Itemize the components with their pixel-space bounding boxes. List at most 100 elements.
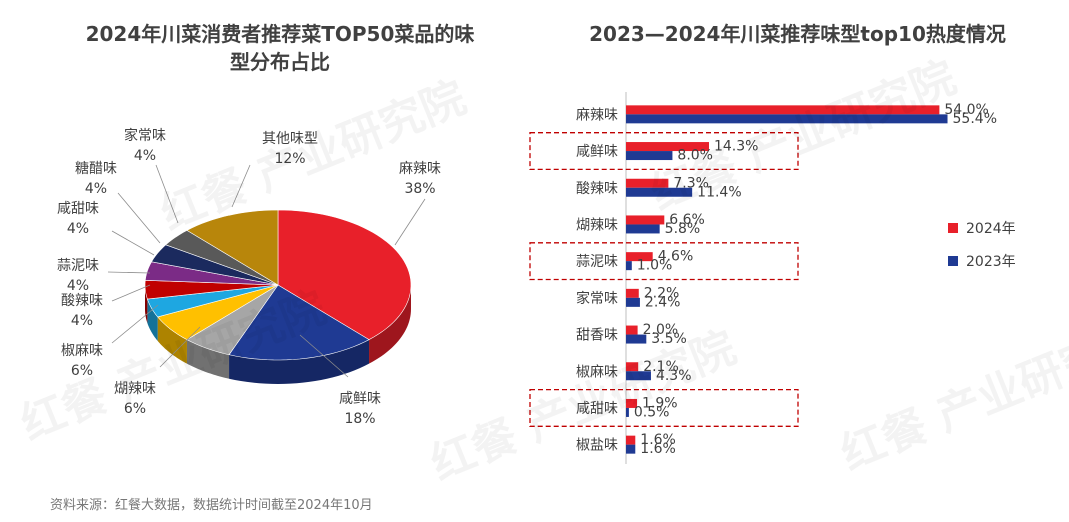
bar-chart: 麻辣味 54.0%55.4% 咸鲜味 14.3%8.0% 酸辣味 7.3%11.4% 煳辣味… (529, 92, 1016, 464)
bar-value-label: 7.3% (673, 175, 709, 191)
pie-label-4: 酸辣味 (61, 293, 103, 309)
bar-2024 (626, 252, 653, 262)
bar-2023 (626, 444, 636, 454)
bar-2023 (626, 334, 647, 344)
pie-value-label-2: 6% (124, 401, 146, 417)
category-label: 麻辣味 (576, 107, 618, 123)
bar-2024 (626, 398, 638, 408)
bar-value-label: 55.4% (953, 111, 997, 127)
bar-2023 (626, 371, 651, 381)
legend-label: 2024年 (966, 221, 1016, 237)
pie-leader-line-0 (394, 198, 426, 246)
bar-2024 (626, 215, 665, 225)
bar-value-label: 2.1% (643, 359, 679, 375)
bar-value-label: 4.3% (656, 368, 692, 384)
pie-slice-7 (151, 244, 279, 286)
pie-label-3: 椒麻味 (61, 343, 103, 359)
pie-label-2: 煳辣味 (114, 381, 156, 397)
pie-value-label-8: 4% (134, 148, 156, 164)
bar-value-label: 14.3% (714, 139, 758, 155)
pie-leader-line-4 (111, 284, 151, 302)
bar-2024 (626, 325, 638, 335)
category-label: 甜香味 (576, 328, 618, 344)
pie-slice-4 (146, 284, 279, 318)
pie-slice-0 (277, 209, 412, 341)
pie-label-5: 蒜泥味 (57, 258, 99, 274)
pie-side-4 (147, 299, 158, 341)
bar-value-label: 8.0% (677, 148, 713, 164)
category-label: 酸辣味 (576, 181, 618, 197)
bar-2023 (626, 114, 948, 124)
bar-value-label: 11.4% (697, 184, 741, 200)
category-label: 咸甜味 (576, 401, 618, 417)
pie-leader-line-3 (111, 304, 159, 344)
pie-slice-5 (144, 279, 279, 300)
pie-leader-line-9 (231, 164, 251, 208)
pie-value-label-9: 12% (274, 151, 305, 167)
category-label: 椒麻味 (576, 364, 618, 380)
pie-leader-line-2 (159, 326, 201, 368)
pie-value-label-4: 4% (71, 313, 93, 329)
bar-2023 (626, 151, 673, 161)
pie-title-line2: 型分布占比 (230, 50, 330, 74)
pie-leader-line-7 (117, 192, 161, 244)
category-label: 椒盐味 (576, 438, 618, 454)
pie-slice-9 (186, 209, 279, 286)
legend-swatch (948, 256, 958, 266)
pie-value-label-7: 4% (85, 181, 107, 197)
bar-value-label: 2.4% (645, 294, 681, 310)
pie-leader-line-6 (111, 230, 155, 256)
bar-2023 (626, 407, 629, 417)
bar-value-label: 6.6% (669, 212, 705, 228)
bar-value-label: 5.8% (665, 221, 701, 237)
pie-leader-line-5 (107, 271, 151, 274)
bar-2024 (626, 288, 639, 298)
pie-slice-2 (186, 284, 279, 356)
bar-value-label: 1.6% (640, 441, 676, 457)
pie-leader-line-1 (299, 334, 349, 378)
category-label: 煳辣味 (576, 217, 618, 233)
bar-value-label: 4.6% (658, 249, 694, 265)
pie-value-label-5: 4% (67, 278, 89, 294)
bar-2023 (626, 224, 660, 234)
bar-value-label: 0.5% (634, 404, 670, 420)
bar-value-label: 2.2% (644, 285, 680, 301)
bar-value-label: 54.0% (944, 102, 988, 118)
pie-side-0 (369, 285, 411, 364)
pie-side-5 (145, 285, 148, 324)
pie-label-9: 其他味型 (262, 131, 318, 147)
bar-value-label: 3.5% (651, 331, 687, 347)
pie-value-label-0: 38% (404, 181, 435, 197)
pie-leader-line-8 (155, 164, 179, 224)
category-label: 咸鲜味 (576, 144, 618, 160)
bar-2024 (626, 362, 639, 372)
bar-2024 (626, 105, 940, 115)
category-label: 蒜泥味 (576, 254, 618, 270)
bar-2023 (626, 187, 693, 197)
pie-side-1 (229, 339, 370, 384)
pie-side-3 (157, 316, 187, 364)
pie-chart: 麻辣味38%咸鲜味18%煳辣味6%椒麻味6%酸辣味4%蒜泥味4%咸甜味4%糖醋味… (57, 127, 441, 427)
bar-2024 (626, 435, 636, 445)
pie-label-6: 咸甜味 (57, 201, 99, 217)
bar-2024 (626, 142, 709, 152)
pie-slice-3 (157, 284, 279, 341)
pie-value-label-1: 18% (344, 411, 375, 427)
bar-2023 (626, 261, 632, 271)
bar-value-label: 1.0% (637, 258, 673, 274)
pie-label-1: 咸鲜味 (339, 391, 381, 407)
pie-title-line1: 2024年川菜消费者推荐菜TOP50菜品的味 (85, 22, 475, 46)
bar-value-label: 2.0% (643, 322, 679, 338)
bar-value-label: 1.6% (640, 432, 676, 448)
bar-value-label: 1.9% (642, 395, 678, 411)
source-note: 资料来源：红餐大数据，数据统计时间截至2024年10月 (50, 498, 373, 513)
legend-swatch (948, 223, 958, 233)
pie-label-7: 糖醋味 (75, 161, 117, 177)
pie-slice-1 (228, 284, 370, 361)
legend-label: 2023年 (966, 254, 1016, 270)
pie-value-label-3: 6% (71, 363, 93, 379)
pie-label-8: 家常味 (124, 127, 166, 144)
bar-2023 (626, 297, 640, 307)
pie-chart-title: 2024年川菜消费者推荐菜TOP50菜品的味 型分布占比 (40, 20, 520, 76)
pie-side-2 (186, 339, 230, 379)
